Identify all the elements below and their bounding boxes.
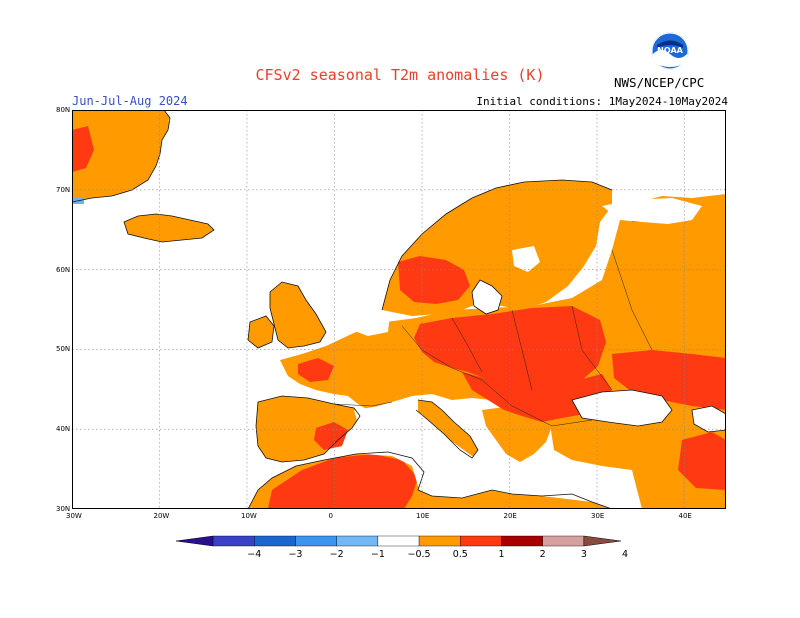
colorbar-label: −2 — [330, 549, 344, 560]
colorbar-swatch — [336, 535, 379, 547]
iceland-region — [124, 214, 214, 242]
lat-label: 80N — [56, 106, 71, 114]
colorbar-swatch — [418, 535, 461, 547]
lat-label: 60N — [56, 265, 71, 274]
lat-label: 30N — [56, 505, 71, 513]
greenland-region — [72, 110, 170, 202]
org-label: NWS/NCEP/CPC — [614, 75, 705, 90]
colorbar-label: −1 — [371, 549, 385, 560]
ukraine-hot — [612, 350, 726, 410]
balkans-hot — [462, 372, 612, 422]
colorbar-swatch — [295, 535, 337, 547]
central-europe-hot — [414, 306, 606, 392]
colorbar-swatch — [212, 535, 255, 547]
colorbar-swatch — [377, 535, 420, 547]
lon-label: 20W — [153, 512, 170, 520]
lon-label: 10W — [241, 512, 257, 520]
noaa-logo-icon: NOAA — [651, 32, 689, 70]
colorbar-label: −3 — [288, 549, 302, 560]
colorbar-label: −0.5 — [408, 549, 431, 560]
lon-label: 20E — [503, 512, 517, 520]
lat-label: 50N — [56, 345, 71, 354]
colorbar-swatch — [501, 535, 543, 547]
lon-label: 0 — [328, 512, 333, 520]
lat-label: 40N — [56, 425, 71, 434]
greenland-hot — [72, 126, 94, 172]
season-label: Jun-Jul-Aug 2024 — [72, 94, 188, 108]
caspian-sea — [692, 406, 726, 432]
ireland-region — [248, 316, 274, 348]
france-hot — [298, 358, 334, 382]
map-frame — [72, 110, 726, 509]
colorbar-label: 3 — [581, 549, 587, 560]
country-borders — [333, 249, 653, 427]
scandinavia-hot — [398, 256, 470, 304]
coastlines — [72, 110, 726, 509]
balkans-region — [482, 406, 552, 462]
kola-white — [602, 198, 702, 224]
sweden-white — [512, 246, 540, 272]
lon-label: 40E — [678, 512, 692, 520]
lon-label: 10E — [416, 512, 430, 520]
colorbar-swatch — [460, 535, 502, 547]
colorbar: −4 −3 −2 −1 −0.5 0.5 1 2 3 4 — [175, 535, 628, 560]
caspian-hot — [678, 432, 726, 490]
lat-label: 70N — [56, 185, 71, 194]
colorbar-swatch — [254, 535, 296, 547]
logo-text: NOAA — [657, 46, 683, 55]
britain-region — [270, 282, 326, 348]
colorbar-label: 2 — [540, 549, 546, 560]
colorbar-swatch — [542, 535, 585, 547]
initial-conditions-label: Initial conditions: 1May2024-10May2024 — [476, 95, 728, 108]
colorbar-arrow-low — [175, 535, 214, 547]
graticule — [72, 110, 726, 509]
anomaly-layer-1-2 — [72, 126, 726, 509]
colorbar-label: −4 — [247, 549, 261, 560]
lon-label: 30W — [66, 512, 82, 520]
map-title: CFSv2 seasonal T2m anomalies (K) — [255, 66, 545, 84]
colorbar-label: 0.5 — [453, 549, 468, 560]
greenland-white — [168, 110, 372, 124]
colorbar-label: 1 — [498, 549, 504, 560]
colorbar-label: 4 — [622, 549, 628, 560]
colorbar-arrow-high — [583, 535, 621, 547]
italy-region — [416, 400, 478, 458]
north-africa-hot — [268, 454, 418, 509]
iberia-hot — [314, 422, 348, 450]
anomaly-map — [72, 110, 726, 509]
north-sea — [348, 304, 390, 336]
lon-label: 30E — [591, 512, 605, 520]
